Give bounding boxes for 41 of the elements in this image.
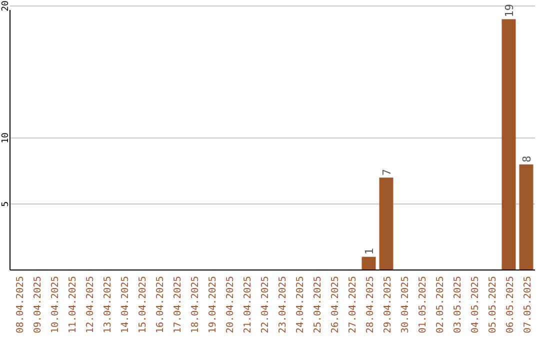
x-tick-label: 21.04.2025 <box>242 276 254 334</box>
x-tick-label: 07.05.2025 <box>522 276 534 334</box>
x-tick-label: 23.04.2025 <box>277 276 288 334</box>
x-tick-label: 05.05.2025 <box>487 276 498 334</box>
x-tick-label: 06.05.2025 <box>504 276 516 334</box>
x-tick-label: 30.04.2025 <box>400 276 411 334</box>
data-label: 8 <box>520 156 534 162</box>
x-tick-label: 02.05.2025 <box>434 276 446 334</box>
x-tick-label: 13.04.2025 <box>102 276 114 334</box>
x-tick-label: 24.04.2025 <box>294 276 306 334</box>
x-tick-label: 12.04.2025 <box>84 276 96 334</box>
x-tick-label: 16.04.2025 <box>154 276 166 334</box>
x-tick-label: 03.05.2025 <box>452 276 464 334</box>
x-tick-label: 11.04.2025 <box>67 276 78 334</box>
x-tick-label: 15.04.2025 <box>137 276 148 334</box>
x-tick-label: 29.04.2025 <box>382 276 394 334</box>
x-tick-label: 19.04.2025 <box>207 276 218 334</box>
x-tick-label: 25.04.2025 <box>312 276 324 334</box>
x-tick-label: 28.04.2025 <box>364 276 376 334</box>
bar <box>362 256 376 270</box>
y-tick-label: 20 <box>1 0 11 12</box>
x-tick-label: 26.04.2025 <box>330 276 341 334</box>
data-label: 7 <box>380 168 394 176</box>
x-tick-label: 08.04.2025 <box>14 276 26 334</box>
data-label: 1 <box>362 248 376 255</box>
y-tick-label: 5 <box>1 201 11 207</box>
bar <box>502 19 516 270</box>
x-tick-label: 10.04.2025 <box>50 276 61 334</box>
x-tick-label: 22.04.2025 <box>260 276 271 334</box>
x-tick-label: 18.04.2025 <box>190 276 201 334</box>
x-tick-label: 01.05.2025 <box>417 276 428 334</box>
x-tick-label: 09.04.2025 <box>32 276 44 334</box>
x-tick-label: 20.04.2025 <box>224 276 236 334</box>
x-tick-label: 17.04.2025 <box>172 276 184 334</box>
bar <box>379 178 394 270</box>
y-tick-label: 10 <box>1 132 11 144</box>
x-tick-label: 27.04.2025 <box>347 276 358 334</box>
x-tick-label: 14.04.2025 <box>120 276 131 334</box>
data-label: 19 <box>502 4 516 18</box>
bar <box>519 164 534 270</box>
x-tick-label: 04.05.2025 <box>470 276 481 334</box>
